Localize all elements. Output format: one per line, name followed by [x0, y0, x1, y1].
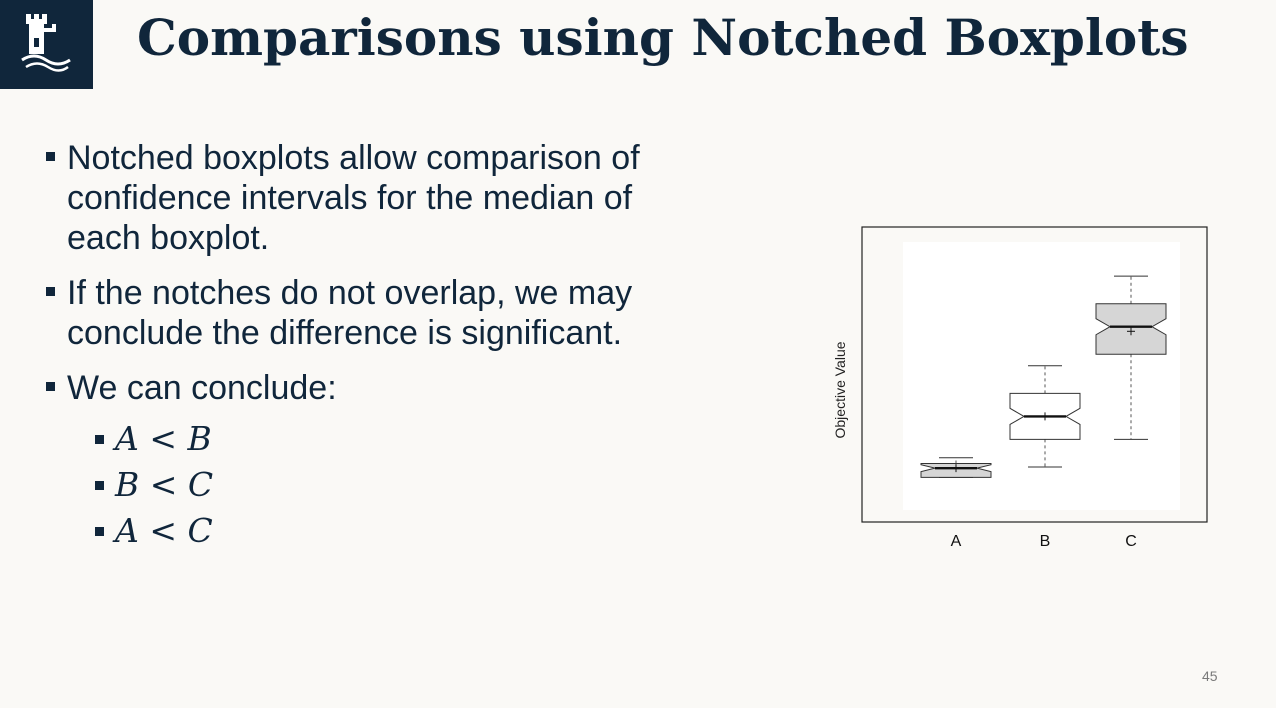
page-number: 45: [1202, 668, 1218, 684]
y-axis-label: Objective Value: [832, 341, 848, 438]
square-bullet-icon: [46, 152, 55, 161]
sub-bullet-item: A < C: [44, 508, 684, 554]
x-tick-label-C: C: [1125, 533, 1137, 550]
bullet-list: Notched boxplots allow comparison of con…: [44, 138, 684, 554]
sub-bullet-item: B < C: [44, 462, 684, 508]
bullet-text: If the notches do not overlap, we may co…: [67, 274, 633, 352]
boxplot-svg: A B C Objective Value: [832, 226, 1208, 550]
slide-title: Comparisons using Notched Boxplots: [137, 8, 1189, 67]
bullet-item: We can conclude:: [44, 368, 684, 408]
castle-tower-icon: [21, 14, 71, 72]
conclusion-text: A < C: [115, 511, 213, 550]
bullet-item: If the notches do not overlap, we may co…: [44, 273, 684, 353]
square-bullet-icon: [95, 435, 104, 444]
university-logo: [0, 0, 93, 89]
square-bullet-icon: [46, 382, 55, 391]
x-tick-label-B: B: [1040, 533, 1051, 550]
bullet-text: Notched boxplots allow comparison of con…: [67, 139, 640, 257]
x-tick-label-A: A: [951, 533, 962, 550]
conclusion-text: A < B: [115, 419, 212, 458]
square-bullet-icon: [95, 481, 104, 490]
square-bullet-icon: [95, 527, 104, 536]
sub-bullet-item: A < B: [44, 416, 684, 462]
boxplot-chart: A B C Objective Value: [820, 220, 1220, 560]
conclusion-text: B < C: [115, 465, 214, 504]
bullet-text: We can conclude:: [67, 369, 337, 407]
bullet-item: Notched boxplots allow comparison of con…: [44, 138, 684, 258]
square-bullet-icon: [46, 287, 55, 296]
